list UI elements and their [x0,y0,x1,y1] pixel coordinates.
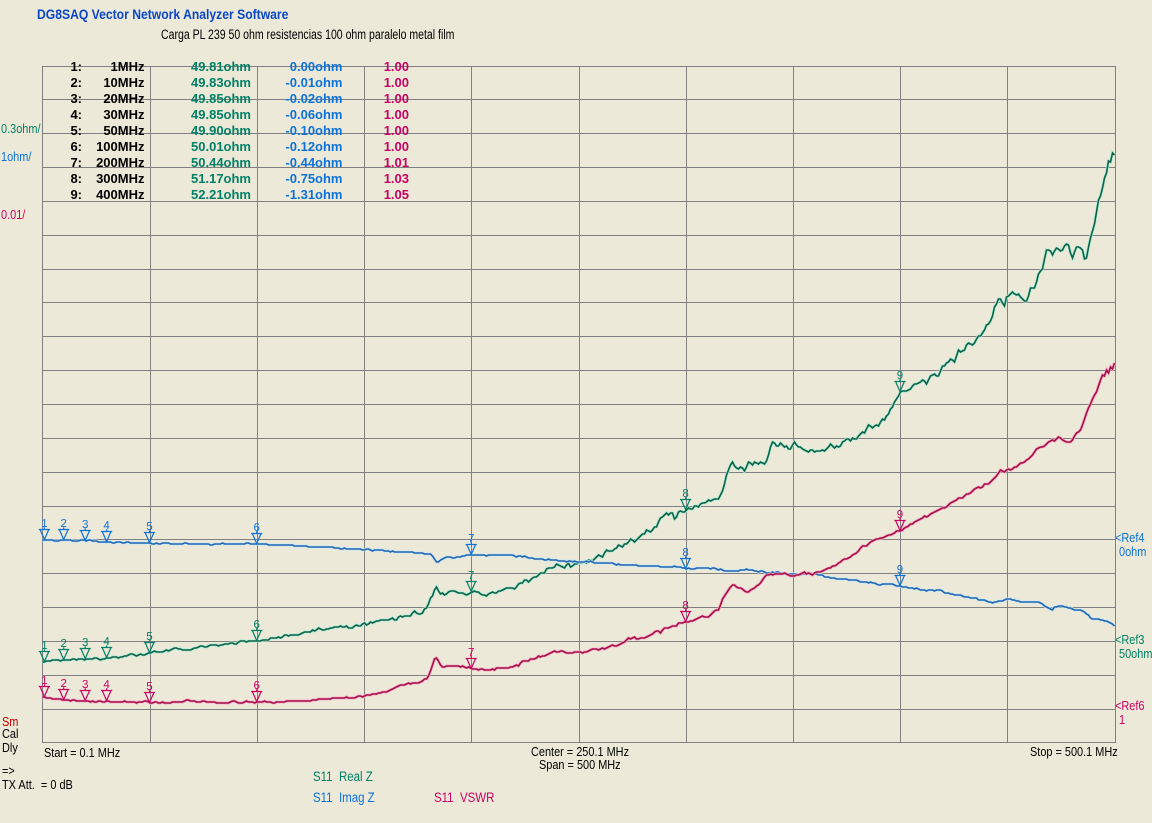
svg-text:5: 5 [146,631,152,643]
svg-text:3: 3 [82,519,88,531]
svg-text:1: 1 [41,518,47,530]
svg-text:3: 3 [82,637,88,649]
svg-text:4: 4 [103,679,110,691]
svg-text:1: 1 [41,640,47,652]
svg-text:5: 5 [146,521,152,533]
svg-text:4: 4 [103,520,110,532]
svg-text:4: 4 [103,636,110,648]
svg-text:7: 7 [468,533,474,545]
svg-text:5: 5 [146,681,152,693]
svg-text:6: 6 [253,522,259,534]
svg-text:2: 2 [60,638,66,650]
svg-text:6: 6 [253,680,259,692]
svg-text:9: 9 [897,370,903,382]
svg-text:2: 2 [60,518,66,530]
svg-text:9: 9 [897,564,903,576]
svg-text:8: 8 [682,547,688,559]
svg-text:8: 8 [682,600,688,612]
svg-text:2: 2 [60,678,66,690]
svg-text:7: 7 [468,570,474,582]
svg-text:8: 8 [682,488,688,500]
svg-text:7: 7 [468,647,474,659]
svg-text:9: 9 [897,509,903,521]
svg-text:6: 6 [253,619,259,631]
svg-text:3: 3 [82,679,88,691]
svg-text:1: 1 [41,675,47,687]
